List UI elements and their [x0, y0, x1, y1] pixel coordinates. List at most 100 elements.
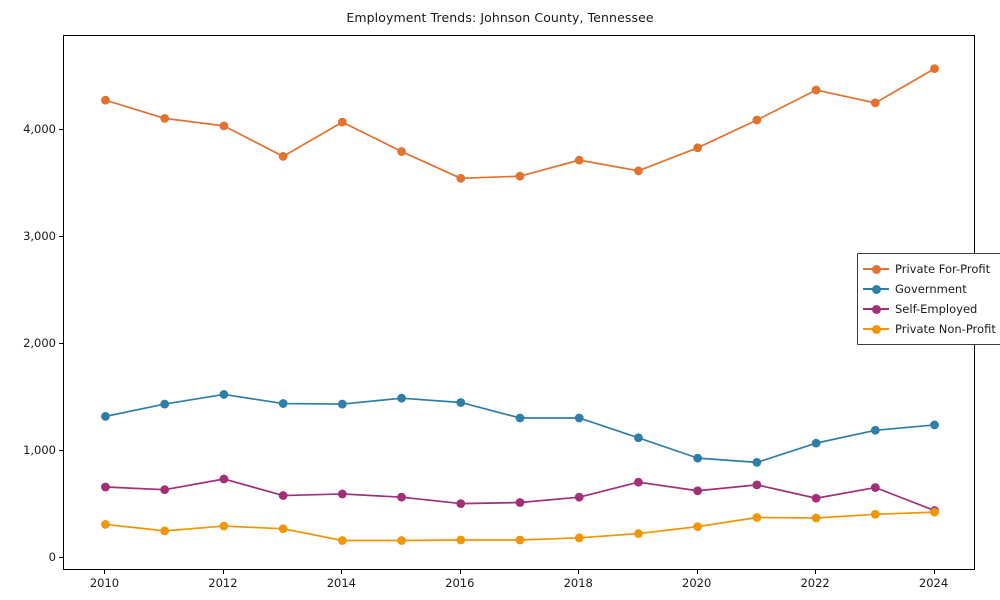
- series-self-employed: [101, 474, 939, 515]
- legend-swatch-icon: [863, 302, 889, 316]
- legend-label: Government: [895, 282, 967, 296]
- data-point: [693, 486, 703, 496]
- data-point: [574, 533, 584, 543]
- data-point: [101, 411, 110, 421]
- data-point: [930, 420, 939, 430]
- data-point: [870, 425, 880, 435]
- series-private-non-profit: [101, 507, 939, 545]
- data-point: [456, 499, 466, 508]
- data-point: [456, 398, 466, 407]
- data-point: [811, 493, 821, 503]
- data-point: [752, 115, 762, 125]
- data-point: [101, 520, 110, 529]
- data-point: [219, 474, 229, 484]
- chart-legend: Private For-Profit Government Self-Employe…: [857, 253, 1000, 345]
- legend-label: Self-Employed: [895, 302, 978, 316]
- x-tick-mark: [341, 570, 343, 574]
- legend-item[interactable]: Private Non-Profit: [863, 319, 996, 339]
- data-point: [397, 147, 406, 156]
- x-tick-label: 2016: [445, 576, 475, 590]
- y-tick-label: 2,000: [23, 336, 56, 351]
- legend-item[interactable]: Government: [863, 279, 996, 299]
- data-point: [574, 155, 584, 165]
- x-tick-mark: [222, 570, 224, 574]
- y-tick-label: 1,000: [23, 443, 56, 458]
- x-tick-mark: [578, 570, 580, 574]
- data-point: [456, 535, 466, 545]
- x-tick-label: 2014: [326, 576, 356, 590]
- data-point: [574, 413, 584, 423]
- data-point: [752, 457, 762, 467]
- y-tick-mark: [59, 343, 63, 345]
- x-tick-mark: [696, 570, 698, 574]
- data-point: [870, 483, 880, 492]
- data-point: [337, 489, 347, 499]
- data-point: [278, 399, 288, 408]
- data-point: [515, 498, 525, 507]
- x-tick-mark: [104, 570, 106, 574]
- data-point: [278, 524, 288, 534]
- data-point: [456, 173, 466, 183]
- data-point: [397, 536, 406, 545]
- data-point: [278, 491, 288, 500]
- data-point: [752, 480, 762, 490]
- x-tick-label: 2018: [563, 576, 593, 590]
- data-point: [634, 166, 643, 176]
- y-tick-label: 4,000: [23, 122, 56, 137]
- x-tick-mark: [815, 570, 817, 574]
- series-private-for-profit: [101, 64, 939, 183]
- x-tick-mark: [933, 570, 935, 574]
- data-point: [397, 393, 406, 403]
- data-point: [870, 509, 880, 519]
- data-point: [811, 85, 821, 95]
- data-point: [160, 113, 170, 123]
- data-point: [634, 433, 643, 443]
- data-point: [811, 438, 821, 448]
- data-point: [337, 117, 347, 127]
- x-tick-label: 2012: [208, 576, 238, 590]
- data-point: [160, 526, 170, 536]
- data-point: [337, 399, 347, 409]
- data-point: [397, 492, 406, 502]
- data-point: [219, 390, 229, 399]
- data-point: [278, 151, 288, 161]
- data-point: [101, 482, 110, 492]
- series-government: [101, 390, 939, 467]
- x-tick-label: 2022: [800, 576, 830, 590]
- legend-label: Private For-Profit: [895, 262, 991, 276]
- data-point: [693, 453, 703, 463]
- data-point: [515, 413, 525, 423]
- legend-item[interactable]: Private For-Profit: [863, 259, 996, 279]
- data-point: [693, 522, 703, 531]
- data-point: [693, 143, 703, 153]
- y-tick-mark: [59, 129, 63, 131]
- y-tick-mark: [59, 236, 63, 238]
- y-tick-label: 0: [48, 550, 56, 565]
- data-point: [870, 98, 880, 108]
- series-line: [104, 67, 936, 180]
- data-point: [930, 507, 939, 517]
- y-axis-tick-labels: 0 1,000 2,000 3,000 4,000: [0, 0, 56, 600]
- x-tick-label: 2024: [918, 576, 949, 590]
- data-point: [634, 529, 643, 538]
- data-point: [219, 121, 229, 131]
- data-point: [160, 485, 170, 495]
- data-point: [160, 399, 170, 409]
- data-point: [634, 477, 643, 487]
- x-tick-label: 2020: [682, 576, 712, 590]
- y-tick-label: 3,000: [23, 229, 56, 244]
- data-point: [574, 492, 584, 502]
- data-point: [101, 95, 110, 105]
- series-line: [104, 393, 936, 464]
- data-point: [930, 64, 939, 74]
- data-point: [752, 513, 762, 522]
- data-point: [337, 536, 347, 545]
- series-lines-layer: [101, 64, 939, 545]
- plot-area: [63, 35, 975, 570]
- legend-item[interactable]: Self-Employed: [863, 299, 996, 319]
- data-point: [515, 535, 525, 545]
- chart-title: Employment Trends: Johnson County, Tenne…: [346, 10, 654, 25]
- y-tick-mark: [59, 450, 63, 452]
- legend-swatch-icon: [863, 322, 889, 336]
